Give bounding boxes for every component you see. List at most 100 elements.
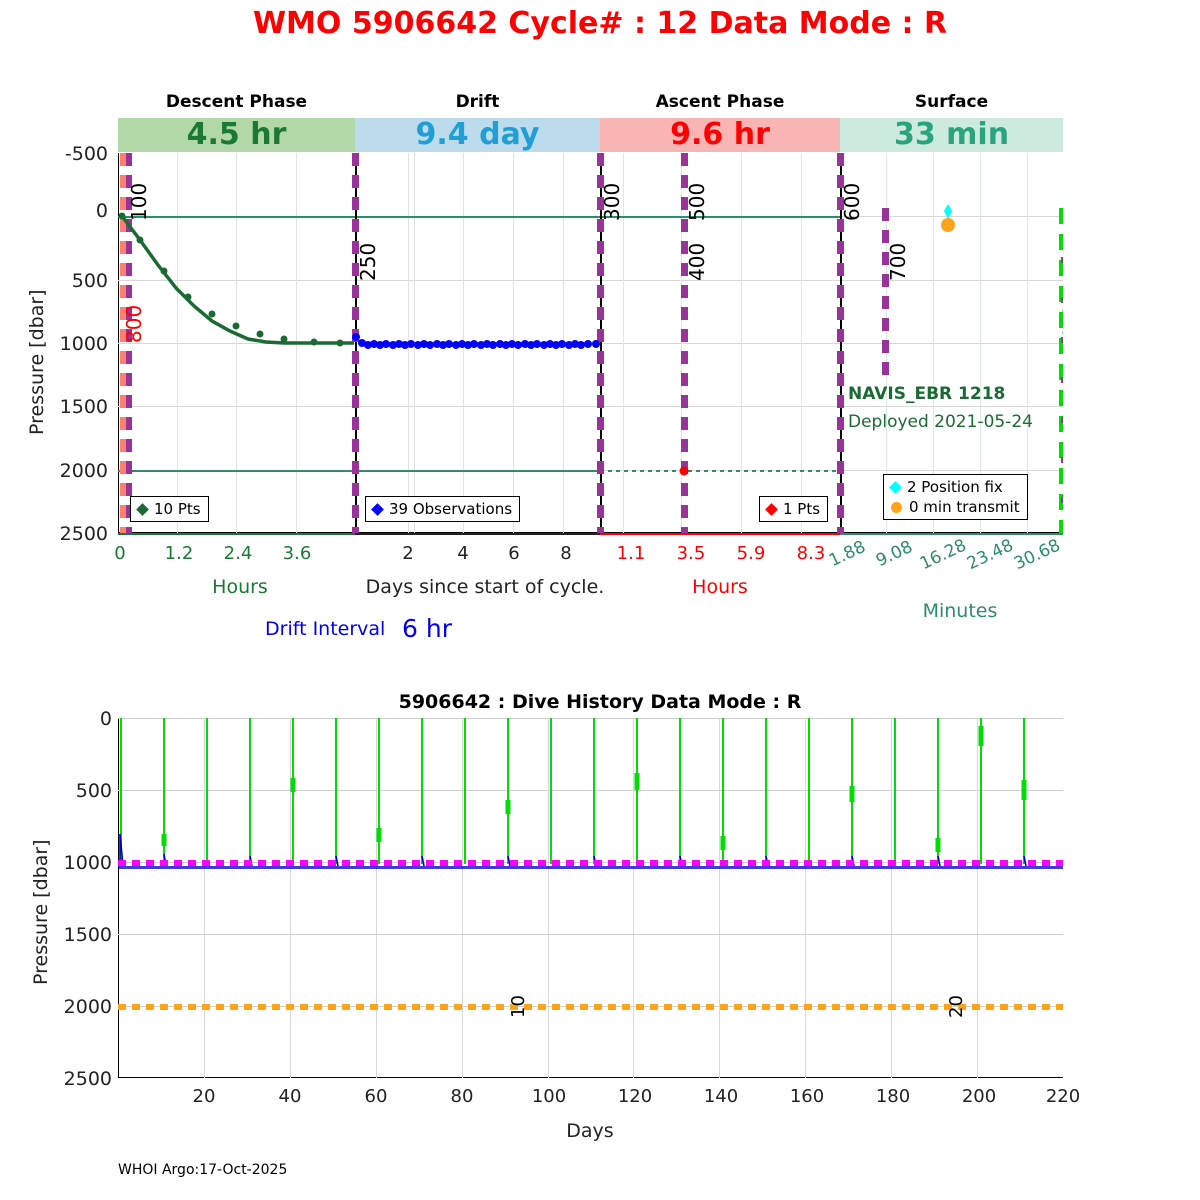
gridline-v xyxy=(1027,153,1028,533)
legend-surface[interactable]: 2 Position fix 0 min transmit xyxy=(883,474,1028,520)
dh-xtick-60: 60 xyxy=(364,1086,388,1107)
dh-xtick-140: 140 xyxy=(703,1086,739,1107)
dive-history-ascent-series xyxy=(119,718,1027,867)
axis-segment-days xyxy=(355,533,600,535)
legend-row-descent: 10 Pts xyxy=(136,500,201,518)
drift-marker-icon xyxy=(371,502,384,516)
phase-duration-surface: 33 min xyxy=(840,118,1063,152)
xtick-d2: 2 xyxy=(402,543,414,564)
dh-xtick-80: 80 xyxy=(450,1086,474,1107)
dh-gridline-v xyxy=(891,718,892,1078)
gridline-v xyxy=(741,153,742,533)
main-ytick-5: 2000 xyxy=(59,460,108,482)
annotation-800-red: 800 xyxy=(122,304,146,343)
legend-descent[interactable]: 10 Pts xyxy=(130,496,209,522)
phase-duration-ascent: 9.6 hr xyxy=(600,118,840,152)
gridline-v xyxy=(177,153,178,533)
phase-duration-descent: 4.5 hr xyxy=(118,118,355,152)
legend-ascent[interactable]: 1 Pts xyxy=(759,496,829,522)
main-ytick-1: 0 xyxy=(95,200,108,222)
annotation-100: 100 xyxy=(127,182,151,221)
descent-profile-series xyxy=(118,212,354,347)
dh-xtick-160: 160 xyxy=(789,1086,825,1107)
annotation-500: 500 xyxy=(685,182,709,221)
dh-xtick-120: 120 xyxy=(617,1086,653,1107)
xtick-m23.48: 23.48 xyxy=(964,535,1017,575)
ascent-marker-icon xyxy=(765,502,778,516)
dh-ytick-500: 500 xyxy=(75,780,112,802)
xaxis-label-hours-descent: Hours xyxy=(212,576,268,598)
ascent-profile-series xyxy=(679,466,689,476)
axis-segment-hours-ascent xyxy=(600,533,840,535)
float-model-label: NAVIS_EBR 1218 xyxy=(848,384,1006,404)
main-ytick-2: 500 xyxy=(71,270,108,292)
annotation-300: 300 xyxy=(600,182,624,221)
xtick-d8: 8 xyxy=(560,543,572,564)
main-plot-canvas: NAVIS_EBR 1218 Deployed 2021-05-24 100 2… xyxy=(118,153,1063,533)
dh-ytick-2500: 2500 xyxy=(63,1068,112,1090)
xaxis-label-hours-ascent: Hours xyxy=(692,576,748,598)
dive-history-park-trace xyxy=(118,866,1063,869)
dh-ytick-0: 0 xyxy=(99,708,112,730)
page-title: WMO 5906642 Cycle# : 12 Data Mode : R xyxy=(252,6,948,41)
dive-history-profile-pressure-line xyxy=(118,1004,1063,1010)
dive-history-plot-frame xyxy=(118,718,1063,1078)
event-line-300 xyxy=(597,153,604,533)
dh-gridline-500 xyxy=(118,790,1063,791)
dh-xtick-40: 40 xyxy=(278,1086,302,1107)
event-line-800-red xyxy=(120,153,126,533)
legend-label-position-fix: 2 Position fix xyxy=(907,478,1003,496)
gridline-p500 xyxy=(118,280,1063,281)
gridline-v xyxy=(980,153,981,533)
xaxis-label-days: Days since start of cycle. xyxy=(365,576,605,598)
main-ytick-4: 1500 xyxy=(59,396,108,418)
dh-ytick-1500: 1500 xyxy=(63,924,112,946)
dh-gridline-v xyxy=(548,718,549,1078)
dh-xtick-20: 20 xyxy=(192,1086,216,1107)
dh-ytick-1000: 1000 xyxy=(63,852,112,874)
gridline-v xyxy=(236,153,237,533)
phase-label-descent: Descent Phase xyxy=(165,92,308,112)
axis-segment-minutes xyxy=(840,533,1063,535)
xtick-h1.2: 1.2 xyxy=(164,543,194,564)
dh-gridline-v xyxy=(462,718,463,1078)
drift-interval-value: 6 hr xyxy=(402,614,452,643)
gridline-v xyxy=(801,153,802,533)
reference-line-profile-dotted xyxy=(600,470,840,472)
dive-history-park-pressure-line xyxy=(118,860,1063,866)
xaxis-label-minutes: Minutes xyxy=(922,600,998,622)
dh-gridline-v xyxy=(204,718,205,1078)
dh-gridline-v xyxy=(290,718,291,1078)
main-ytick-6: 2500 xyxy=(59,523,108,545)
event-line-100 xyxy=(125,153,132,533)
legend-label-ascent: 1 Pts xyxy=(783,500,821,518)
xtick-h2.4: 2.4 xyxy=(223,543,253,564)
dh-xtick-220: 220 xyxy=(1045,1086,1081,1107)
xtick-h0: 0 xyxy=(114,543,126,564)
legend-label-drift: 39 Observations xyxy=(389,500,513,518)
event-line-250 xyxy=(352,153,359,533)
phase-label-surface: Surface xyxy=(914,92,989,112)
xtick-d4: 4 xyxy=(457,543,469,564)
legend-drift[interactable]: 39 Observations xyxy=(365,496,521,522)
xtick-a1.1: 1.1 xyxy=(616,543,646,564)
reference-line-profile-pressure xyxy=(118,470,600,472)
dh-gridline-v xyxy=(376,718,377,1078)
dh-gridline-v xyxy=(977,718,978,1078)
dh-xtick-180: 180 xyxy=(875,1086,911,1107)
xtick-h3.6: 3.6 xyxy=(282,543,312,564)
annotation-1000-green: 1000 xyxy=(1060,294,1063,338)
xtick-a8.3: 8.3 xyxy=(796,543,826,564)
legend-row-position-fix: 2 Position fix xyxy=(889,478,1020,496)
annotation-600: 600 xyxy=(840,182,864,221)
transmit-marker-icon xyxy=(891,501,902,513)
event-line-400 xyxy=(681,153,688,533)
position-fix-marker-icon xyxy=(889,480,902,494)
dh-gridline-1500 xyxy=(118,934,1063,935)
dh-ytick-2000: 2000 xyxy=(63,996,112,1018)
footer-credit: WHOI Argo:17-Oct-2025 xyxy=(118,1162,288,1178)
legend-row-transmit: 0 min transmit xyxy=(891,498,1020,516)
event-line-600 xyxy=(837,153,844,533)
dh-xtick-200: 200 xyxy=(961,1086,997,1107)
xtick-m30.68: 30.68 xyxy=(1011,535,1064,575)
